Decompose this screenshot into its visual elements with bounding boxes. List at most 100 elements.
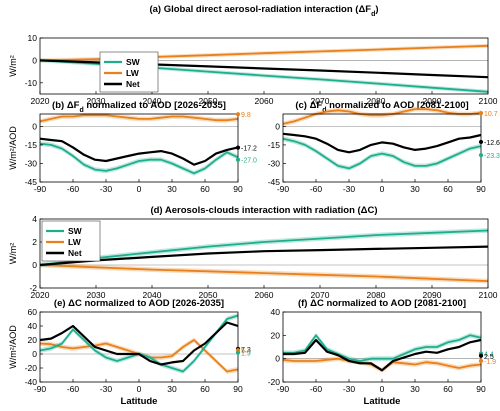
plot-frame [39,113,239,183]
series-line-sw [282,137,482,170]
y-axis-label: W/m² [8,243,18,265]
y-tick-label: 40 [271,307,281,317]
y-tick-label: 0 [32,349,37,359]
x-tick-label: 90 [476,384,486,394]
x-tick-label: 60 [443,384,453,394]
mean-value-label-lw: 10.7 [484,111,498,118]
series-line-sw [283,334,482,362]
mean-value-label-net: 2.5 [484,354,494,361]
y-tick-label: 0 [32,55,37,65]
series-line-sw [39,314,239,373]
panel-title: (b) ΔFd normalized to AOD [2026-2035] [52,100,226,114]
x-tick-label: -30 [343,184,356,194]
x-tick-label: -90 [34,184,47,194]
x-tick-label: 2090 [423,96,442,106]
series-line-sw [39,142,239,175]
y-tick-label: -20 [268,377,281,387]
panel-title: (f) ΔC normalized to AOD [2081-2100] [298,298,466,309]
y-tick-label: 10 [28,33,38,43]
series-line-sw [39,229,489,266]
y-axis-label: W/m² [8,55,18,77]
y-tick-label: 60 [28,307,38,317]
y-tick-label: 0 [32,121,37,131]
chart-panel-a: (a) Global direct aerosol-radiation inte… [8,4,498,106]
x-tick-label: 2100 [479,96,498,106]
y-tick-label: -15 [268,140,281,150]
x-tick-label: -90 [277,384,290,394]
x-tick-label: 30 [410,184,420,194]
y-tick-label: 4 [32,214,37,224]
x-tick-label: -90 [34,384,47,394]
x-tick-label: 2050 [199,96,218,106]
y-tick-label: 20 [28,335,38,345]
x-tick-label: 30 [167,184,177,194]
x-tick-label: 0 [380,184,385,194]
chart-panel-e: (e) ΔC normalized to AOD [2026-2035] -90 -… [8,298,251,407]
chart-panel-d: (d) Aerosols-clouds interaction with rad… [8,205,498,300]
series-line-net [39,245,489,267]
mean-marker-net [478,139,484,145]
y-tick-label: 0 [32,260,37,270]
series-line-lw [39,264,489,282]
mean-marker-lw [235,112,241,117]
x-tick-label: 90 [476,184,486,194]
y-tick-label: -45 [25,177,38,187]
x-tick-label: 2060 [255,96,274,106]
x-tick-label: 30 [167,384,177,394]
mean-value-label-sw: 1.9 [241,351,251,358]
x-tick-label: -60 [67,384,80,394]
panel-title: (e) ΔC normalized to AOD [2026-2035] [54,298,224,309]
x-tick-label: 2100 [479,290,498,300]
x-tick-label: 2030 [87,96,106,106]
mean-marker-sw [478,153,484,158]
y-tick-label: -30 [25,158,38,168]
x-tick-label: 2030 [87,290,106,300]
mean-marker-lw [478,358,484,363]
x-tick-label: 2020 [31,290,50,300]
panel-title: (d) Aerosols-clouds interaction with rad… [150,205,377,216]
mean-value-label-lw: -1.9 [484,359,496,366]
x-tick-label: -60 [67,184,80,194]
x-tick-label: -90 [277,184,290,194]
y-tick-label: 0 [275,121,280,131]
panel-title: (a) Global direct aerosol-radiation inte… [149,4,378,18]
mean-value-label-net: 7.3 [241,347,251,354]
chart-panel-c: (c) ΔFd normalized to AOD [2081-2100]-90… [268,100,500,194]
mean-marker-net [478,353,484,358]
mean-value-label-sw: 4.4 [484,352,494,359]
x-tick-label: 2050 [199,290,218,300]
legend-label-sw: SW [126,57,141,67]
mean-value-label-net: -12.6 [484,140,500,147]
x-tick-label: 2070 [311,290,330,300]
series-line-net [283,338,482,372]
x-tick-label: 60 [200,184,210,194]
y-tick-label: -45 [268,177,281,187]
mean-value-label-net: -17.2 [241,146,257,153]
chart-panel-f: (f) ΔC normalized to AOD [2081-2100]-90-… [268,298,496,407]
legend-label-sw: SW [68,226,83,236]
y-axis-label: W/m²/AOD [8,126,18,170]
x-axis-label: Latitude [121,396,158,407]
y-tick-label: 2 [32,237,37,247]
series-band-lw [283,356,481,373]
mean-marker-net [235,145,241,150]
x-tick-label: 60 [443,184,453,194]
x-tick-label: -30 [100,384,113,394]
mean-value-label-lw: 5.4 [241,348,251,355]
y-tick-label: 20 [271,330,281,340]
x-tick-label: 2040 [143,96,162,106]
x-tick-label: -60 [310,384,323,394]
y-tick-label: -10 [25,78,38,88]
x-tick-label: 2060 [255,290,274,300]
x-tick-label: 2040 [143,290,162,300]
legend-label-lw: LW [68,237,82,247]
series-line-net [39,321,239,366]
x-tick-label: 0 [380,384,385,394]
mean-value-label-lw: 9.8 [241,112,251,119]
x-tick-label: 2070 [311,96,330,106]
y-tick-label: -30 [268,158,281,168]
mean-value-label-sw: -27.0 [241,158,257,165]
mean-value-label-sw: -23.3 [484,153,500,160]
x-tick-label: 0 [137,384,142,394]
